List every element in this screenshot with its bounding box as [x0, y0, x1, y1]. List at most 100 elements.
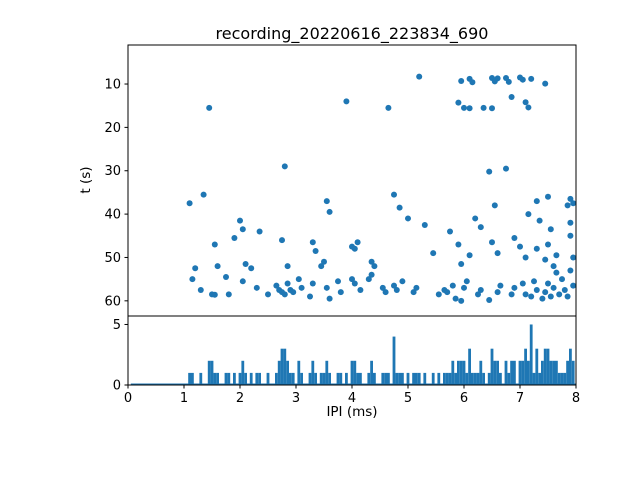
scatter-point — [542, 256, 549, 263]
scatter-point — [547, 293, 554, 300]
scatter-point — [444, 289, 451, 296]
scatter-point — [335, 278, 341, 285]
hist-bar — [216, 372, 219, 385]
scatter-point — [533, 198, 540, 205]
scatter-point — [522, 99, 529, 106]
hist-bar — [392, 336, 396, 385]
scatter-point — [231, 234, 238, 241]
scatter-point — [248, 265, 255, 272]
scatter-point — [508, 94, 515, 101]
scatter-point — [206, 104, 213, 111]
hist-bar — [476, 372, 480, 385]
scatter-point — [279, 237, 285, 244]
y-axis-label: t (s) — [78, 166, 94, 193]
scatter-point — [477, 224, 484, 231]
hist-bar — [249, 372, 253, 385]
scatter-point — [200, 191, 207, 198]
hist-bar — [560, 372, 564, 385]
hist-bar — [535, 348, 539, 385]
hist-bar — [524, 348, 527, 385]
hist-bar — [473, 372, 477, 385]
hist-bar — [275, 372, 278, 385]
scatter-point — [525, 211, 532, 218]
hist-bar — [398, 372, 401, 385]
x-tick-label: 3 — [292, 391, 300, 406]
scatter-point — [472, 215, 479, 222]
scatter-point — [211, 241, 218, 248]
hist-bar — [462, 360, 466, 385]
scatter-point — [265, 291, 271, 298]
hist-bar — [471, 372, 474, 385]
hist-bar — [224, 372, 228, 385]
scatter-point — [480, 104, 487, 111]
scatter-point — [256, 228, 263, 235]
hist-y-tick-label: 5 — [113, 318, 121, 333]
scatter-point — [570, 254, 577, 261]
scatter-point — [567, 232, 574, 239]
hist-bar — [213, 372, 217, 385]
scatter-point — [225, 291, 232, 298]
hist-bar — [336, 372, 340, 385]
hist-bar — [415, 372, 418, 385]
hist-bar — [381, 372, 385, 385]
hist-bar — [451, 360, 455, 385]
scatter-point — [475, 291, 481, 298]
hist-bar — [513, 360, 516, 385]
scatter-point — [458, 77, 465, 84]
scatter-point — [321, 258, 327, 265]
hist-bar — [401, 372, 404, 385]
scatter-point — [189, 276, 196, 283]
scatter-point — [463, 278, 470, 285]
scatter-point — [368, 258, 375, 265]
scatter-point — [223, 273, 229, 280]
scatter-axes-frame — [127, 44, 577, 317]
scatter-point — [452, 295, 459, 302]
y-tick-label: 50 — [104, 251, 121, 266]
hist-bar — [431, 372, 435, 385]
hist-bar — [527, 360, 530, 385]
hist-bar — [384, 372, 387, 385]
plot-area: 0 1 2 3 4 5 6 7 8 10 20 30 40 50 60 0 5 — [104, 44, 580, 406]
hist-bar — [521, 360, 525, 385]
scatter-point — [508, 291, 515, 298]
scatter-point — [528, 75, 535, 82]
x-tick-label: 2 — [236, 391, 244, 406]
scatter-point — [391, 191, 397, 198]
hist-bar — [504, 360, 508, 385]
hist-bar — [493, 360, 497, 385]
hist-bar — [370, 360, 373, 385]
hist-bar — [241, 360, 245, 385]
scatter-point — [533, 286, 540, 293]
scatter-point — [326, 295, 333, 302]
x-tick-label: 4 — [348, 391, 356, 406]
scatter-point — [466, 252, 473, 259]
hist-bar — [339, 372, 343, 385]
scatter-point — [536, 217, 543, 224]
scatter-point — [567, 219, 574, 226]
scatter-point — [567, 195, 574, 202]
scatter-point — [455, 99, 462, 106]
scatter-point — [519, 280, 526, 287]
scatter-point — [491, 78, 498, 85]
hist-bar — [557, 372, 561, 385]
hist-bar — [571, 360, 575, 385]
hist-bar — [406, 372, 410, 385]
hist-bar — [328, 372, 331, 385]
scatter-point — [242, 260, 249, 267]
y-tick-label: 30 — [104, 164, 121, 179]
scatter-point — [405, 215, 411, 222]
hist-bar — [359, 372, 362, 385]
scatter-point — [192, 265, 199, 272]
hist-bar — [529, 324, 533, 385]
hist-bar — [345, 372, 348, 385]
hist-bar — [395, 372, 399, 385]
hist-bar — [308, 372, 312, 385]
scatter-point — [533, 245, 540, 252]
y-tick-label: 40 — [104, 208, 121, 223]
scatter-point — [489, 239, 495, 246]
hist-bar — [510, 360, 513, 385]
scatter-point — [326, 208, 333, 215]
hist-bar — [552, 360, 555, 385]
scatter-point — [494, 250, 501, 257]
scatter-point — [458, 260, 465, 267]
